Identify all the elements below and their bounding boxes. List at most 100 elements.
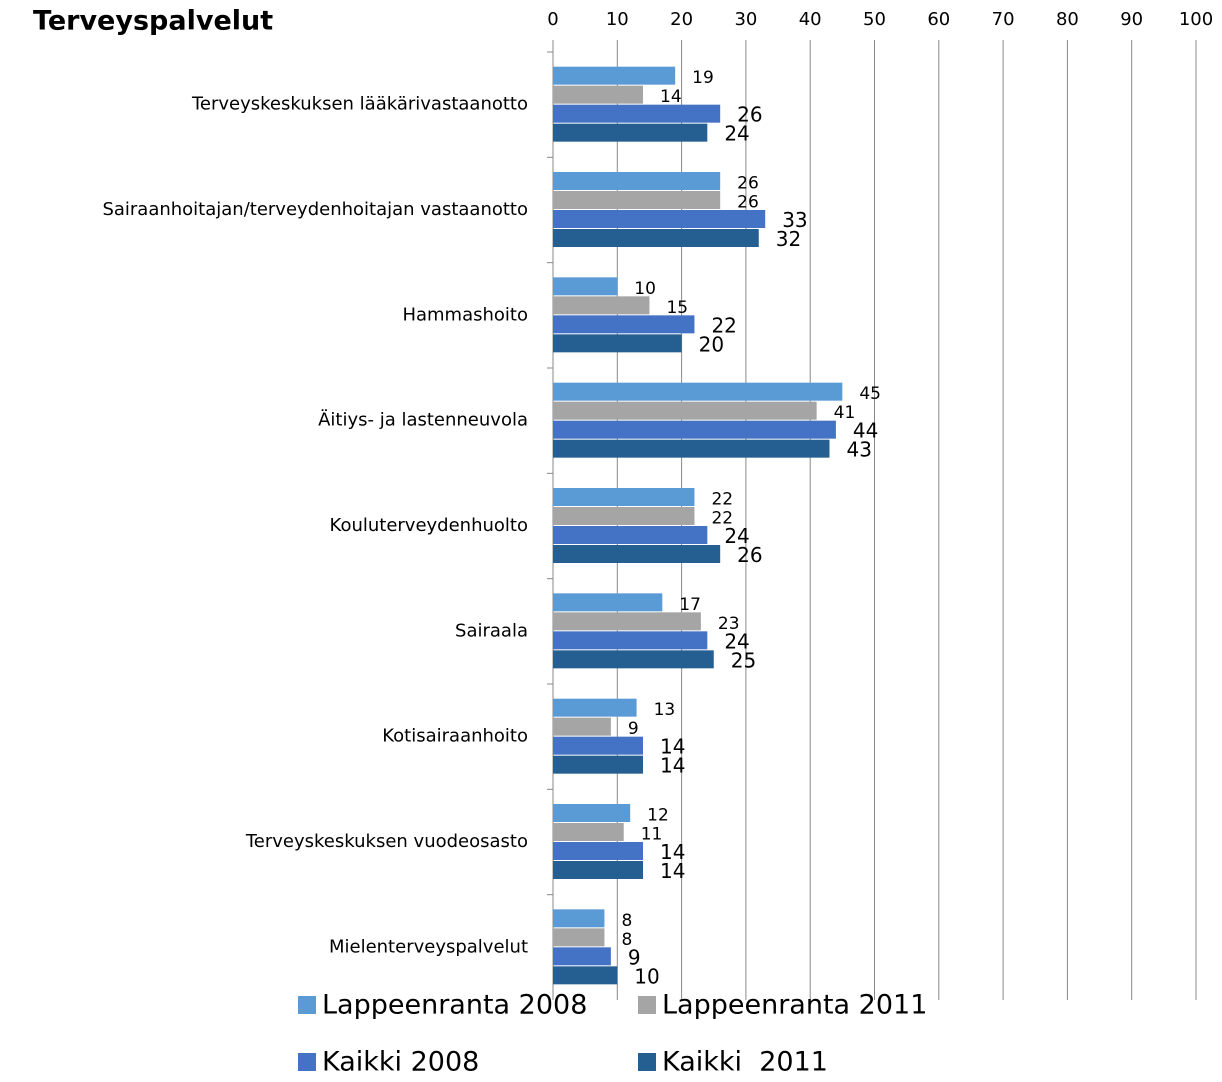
bar bbox=[553, 104, 721, 123]
bar bbox=[553, 755, 644, 774]
bar bbox=[553, 315, 695, 334]
bar bbox=[553, 804, 631, 822]
data-label: 22 bbox=[711, 509, 733, 529]
bar bbox=[553, 172, 721, 190]
bar bbox=[553, 842, 644, 860]
data-label: 24 bbox=[724, 629, 749, 653]
bar bbox=[553, 123, 708, 142]
x-tick-label: 0 bbox=[547, 9, 558, 30]
data-label: 19 bbox=[692, 68, 714, 88]
category-label: Terveyskeskuksen vuodeosasto bbox=[245, 831, 528, 852]
category-label: Hammashoito bbox=[402, 304, 528, 325]
bar bbox=[553, 698, 637, 717]
legend-label: Kaikki 2008 bbox=[322, 1047, 479, 1078]
bar bbox=[553, 382, 843, 401]
data-label: 10 bbox=[634, 279, 656, 299]
category-label: Kotisairaanhoito bbox=[382, 726, 528, 747]
data-label: 11 bbox=[641, 825, 663, 845]
x-tick-label: 20 bbox=[670, 9, 693, 30]
data-label: 8 bbox=[621, 911, 632, 931]
legend-label: Lappeenranta 2008 bbox=[322, 990, 587, 1021]
bar bbox=[553, 439, 830, 458]
data-label: 22 bbox=[711, 313, 736, 337]
bar bbox=[553, 334, 682, 353]
bar bbox=[553, 966, 618, 985]
data-label: 14 bbox=[660, 859, 685, 883]
x-tick-label: 90 bbox=[1120, 9, 1143, 30]
data-label: 14 bbox=[660, 840, 685, 864]
data-label: 24 bbox=[724, 524, 749, 548]
x-tick-label: 60 bbox=[927, 9, 950, 30]
bar bbox=[553, 401, 817, 420]
bar bbox=[553, 507, 695, 525]
bar bbox=[553, 631, 708, 650]
x-tick-label: 80 bbox=[1056, 9, 1079, 30]
category-label: Sairaala bbox=[455, 620, 528, 641]
data-label: 17 bbox=[679, 595, 701, 615]
data-label: 14 bbox=[660, 754, 685, 778]
data-label: 26 bbox=[737, 103, 762, 127]
data-label: 15 bbox=[666, 298, 688, 318]
category-label: Terveyskeskuksen lääkärivastaanotto bbox=[191, 94, 528, 115]
bar bbox=[553, 210, 766, 228]
bar bbox=[553, 717, 611, 736]
legend-swatch bbox=[638, 996, 656, 1014]
category-label: Mielenterveyspalvelut bbox=[329, 936, 528, 957]
bar bbox=[553, 526, 708, 544]
bar bbox=[553, 947, 611, 966]
bar bbox=[553, 823, 624, 841]
data-label: 44 bbox=[853, 419, 878, 443]
data-label: 23 bbox=[718, 614, 740, 634]
x-tick-label: 70 bbox=[992, 9, 1015, 30]
data-label: 10 bbox=[634, 964, 659, 988]
bar bbox=[553, 593, 663, 612]
data-label: 14 bbox=[660, 735, 685, 759]
data-label: 14 bbox=[660, 87, 682, 107]
bar bbox=[553, 191, 721, 209]
data-label: 13 bbox=[654, 700, 676, 720]
x-tick-label: 50 bbox=[863, 9, 886, 30]
data-label: 26 bbox=[737, 543, 762, 567]
legend-swatch bbox=[298, 996, 316, 1014]
legend-swatch bbox=[298, 1053, 316, 1071]
data-label: 32 bbox=[776, 227, 801, 251]
bar bbox=[553, 650, 714, 669]
bar bbox=[553, 909, 605, 928]
data-label: 26 bbox=[737, 193, 759, 213]
data-label: 26 bbox=[737, 174, 759, 194]
data-label: 25 bbox=[731, 648, 756, 672]
bar bbox=[553, 85, 644, 104]
bar bbox=[553, 296, 650, 315]
data-label: 24 bbox=[724, 122, 749, 146]
bar bbox=[553, 229, 759, 247]
category-label: Äitiys- ja lastenneuvola bbox=[318, 410, 528, 431]
chart-title: Terveyspalvelut bbox=[33, 6, 273, 37]
x-tick-label: 30 bbox=[734, 9, 757, 30]
data-label: 8 bbox=[621, 930, 632, 950]
data-label: 9 bbox=[628, 945, 641, 969]
category-label: Kouluterveydenhuolto bbox=[330, 515, 528, 536]
data-label: 45 bbox=[859, 384, 881, 404]
data-label: 22 bbox=[711, 490, 733, 510]
data-label: 43 bbox=[846, 438, 871, 462]
data-label: 33 bbox=[782, 208, 807, 232]
bar bbox=[553, 488, 695, 506]
bar bbox=[553, 928, 605, 947]
data-label: 41 bbox=[834, 403, 856, 423]
legend-label: Lappeenranta 2011 bbox=[662, 990, 927, 1021]
category-label: Sairaanhoitajan/terveydenhoitajan vastaa… bbox=[102, 199, 528, 220]
x-tick-label: 40 bbox=[799, 9, 822, 30]
legend-label: Kaikki 2011 bbox=[662, 1047, 828, 1078]
bar bbox=[553, 612, 701, 631]
bar bbox=[553, 861, 644, 879]
bar bbox=[553, 277, 618, 296]
bar bbox=[553, 66, 676, 85]
data-label: 9 bbox=[628, 719, 639, 739]
x-tick-label: 100 bbox=[1179, 9, 1213, 30]
x-tick-label: 10 bbox=[606, 9, 629, 30]
bar bbox=[553, 545, 721, 563]
bar bbox=[553, 420, 836, 439]
data-label: 12 bbox=[647, 806, 669, 826]
legend-swatch bbox=[638, 1053, 656, 1071]
